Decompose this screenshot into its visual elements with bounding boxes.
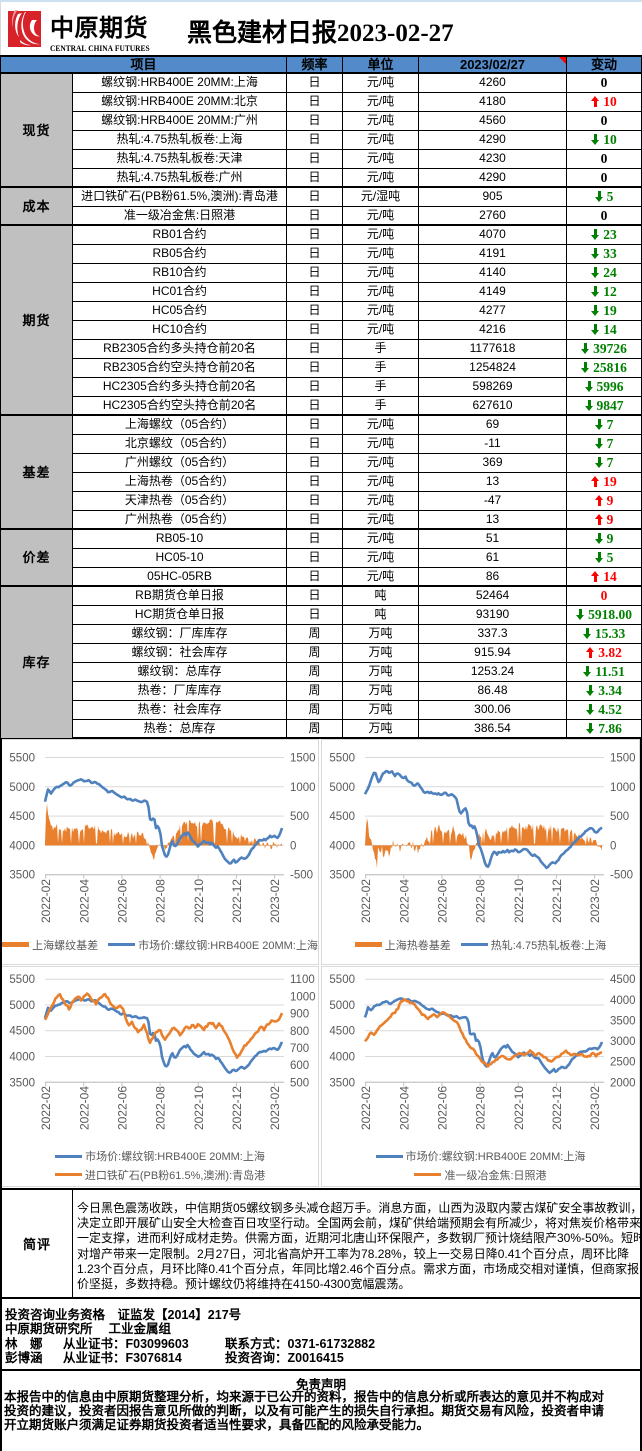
- svg-text:2022-08: 2022-08: [474, 879, 488, 923]
- svg-text:3500: 3500: [9, 1077, 35, 1089]
- svg-text:4500: 4500: [9, 1026, 35, 1038]
- svg-text:5500: 5500: [9, 974, 35, 986]
- svg-text:2022-12: 2022-12: [550, 879, 564, 923]
- svg-text:3500: 3500: [329, 870, 355, 882]
- svg-text:800: 800: [290, 1026, 309, 1038]
- svg-text:5500: 5500: [329, 753, 355, 765]
- svg-text:500: 500: [290, 1077, 309, 1089]
- svg-text:4500: 4500: [9, 811, 35, 823]
- svg-text:2022-08: 2022-08: [154, 1086, 168, 1130]
- svg-text:2022-10: 2022-10: [192, 1086, 206, 1130]
- svg-text:4000: 4000: [329, 1052, 355, 1064]
- svg-text:3500: 3500: [610, 1015, 636, 1027]
- svg-text:500: 500: [610, 811, 629, 823]
- svg-text:2022-08: 2022-08: [154, 879, 168, 923]
- svg-text:5000: 5000: [9, 1000, 35, 1012]
- svg-text:1000: 1000: [610, 782, 636, 794]
- svg-text:2022-06: 2022-06: [436, 879, 450, 923]
- svg-text:2022-04: 2022-04: [397, 879, 411, 923]
- svg-text:1500: 1500: [290, 753, 316, 765]
- svg-text:-500: -500: [290, 870, 313, 882]
- svg-text:2500: 2500: [610, 1057, 636, 1069]
- svg-text:2022-06: 2022-06: [436, 1086, 450, 1130]
- svg-text:5500: 5500: [329, 974, 355, 986]
- svg-text:2022-04: 2022-04: [397, 1086, 411, 1130]
- svg-text:2023-02: 2023-02: [268, 1086, 282, 1130]
- svg-text:2022-12: 2022-12: [230, 879, 244, 923]
- svg-text:-500: -500: [610, 870, 633, 882]
- svg-text:0: 0: [290, 840, 296, 852]
- svg-text:2022-02: 2022-02: [359, 879, 373, 923]
- svg-text:4500: 4500: [329, 811, 355, 823]
- svg-text:1500: 1500: [610, 753, 636, 765]
- svg-text:2022-02: 2022-02: [359, 1086, 373, 1130]
- svg-text:5000: 5000: [9, 782, 35, 794]
- svg-text:5000: 5000: [329, 782, 355, 794]
- svg-text:700: 700: [290, 1043, 309, 1055]
- svg-text:2022-06: 2022-06: [116, 1086, 130, 1130]
- svg-text:4000: 4000: [610, 995, 636, 1007]
- svg-text:4000: 4000: [9, 1052, 35, 1064]
- svg-text:2022-06: 2022-06: [116, 879, 130, 923]
- svg-text:2022-04: 2022-04: [77, 879, 91, 923]
- svg-text:2000: 2000: [610, 1077, 636, 1089]
- svg-text:3500: 3500: [329, 1077, 355, 1089]
- svg-text:2022-12: 2022-12: [550, 1086, 564, 1130]
- svg-text:3000: 3000: [610, 1036, 636, 1048]
- svg-text:1000: 1000: [290, 782, 316, 794]
- svg-text:5500: 5500: [9, 753, 35, 765]
- svg-text:2023-02: 2023-02: [268, 879, 282, 923]
- svg-text:2022-04: 2022-04: [77, 1086, 91, 1130]
- svg-text:1000: 1000: [290, 991, 316, 1003]
- svg-text:3500: 3500: [9, 870, 35, 882]
- svg-text:5000: 5000: [329, 1000, 355, 1012]
- svg-text:1100: 1100: [290, 974, 315, 986]
- svg-text:600: 600: [290, 1060, 309, 1072]
- svg-text:2022-02: 2022-02: [39, 1086, 53, 1130]
- svg-text:2022-10: 2022-10: [512, 879, 526, 923]
- svg-text:900: 900: [290, 1009, 309, 1021]
- svg-text:2023-02: 2023-02: [588, 879, 602, 923]
- svg-text:2023-02: 2023-02: [588, 1086, 602, 1130]
- svg-text:4000: 4000: [9, 840, 35, 852]
- svg-text:2022-02: 2022-02: [39, 879, 53, 923]
- svg-text:500: 500: [290, 811, 309, 823]
- svg-text:4500: 4500: [329, 1026, 355, 1038]
- svg-text:4000: 4000: [329, 840, 355, 852]
- svg-text:0: 0: [610, 840, 616, 852]
- svg-text:2022-10: 2022-10: [192, 879, 206, 923]
- svg-text:2022-12: 2022-12: [230, 1086, 244, 1130]
- svg-text:2022-08: 2022-08: [474, 1086, 488, 1130]
- svg-text:4500: 4500: [610, 974, 636, 986]
- svg-text:2022-10: 2022-10: [512, 1086, 526, 1130]
